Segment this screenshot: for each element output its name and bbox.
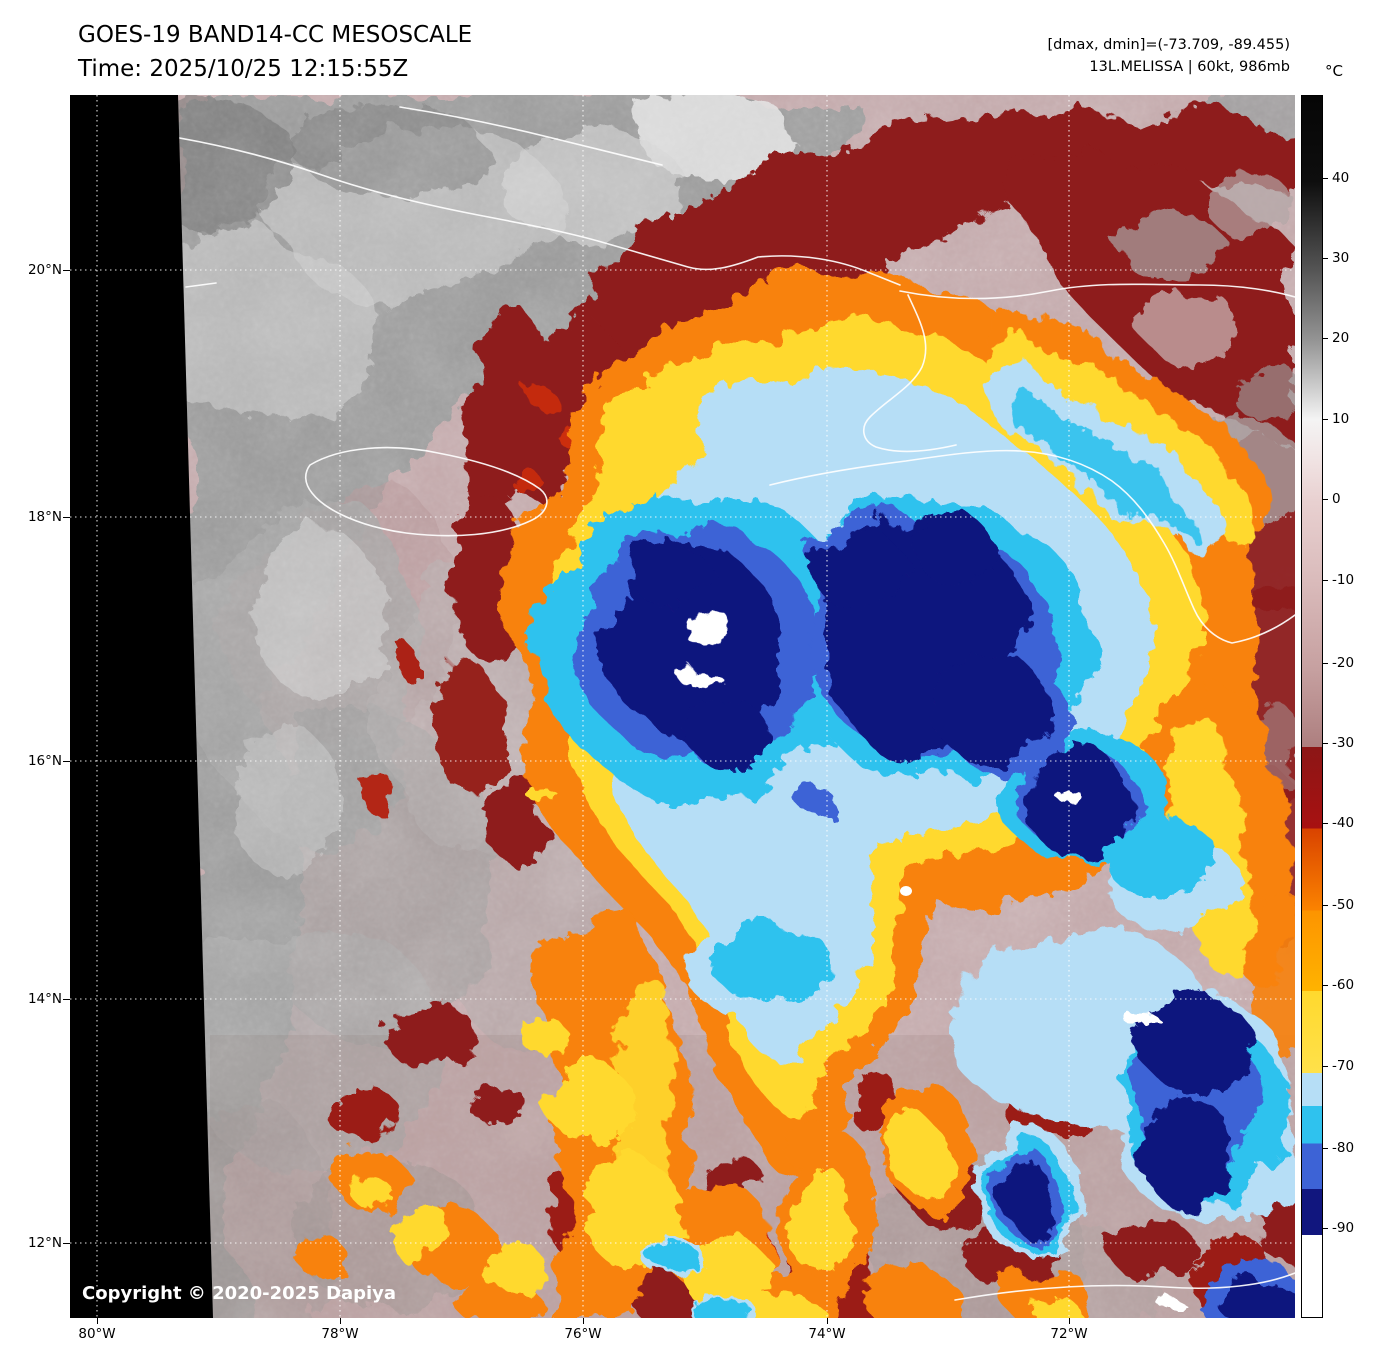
lat-tick-label: 20°N: [27, 262, 62, 278]
tick-mark: [1323, 338, 1328, 339]
tick-mark: [827, 1318, 828, 1324]
tick-mark: [1323, 419, 1328, 420]
page-title: GOES-19 BAND14-CC MESOSCALE: [78, 22, 473, 48]
colorbar: [1301, 95, 1323, 1318]
tick-mark: [1323, 663, 1328, 664]
coldest-white-spots: [674, 615, 1181, 1307]
coastline-cuba-north: [399, 106, 663, 166]
tick-mark: [1323, 1228, 1328, 1229]
colorbar-tick-label: -60: [1332, 977, 1355, 993]
colorbar-tick-label: -90: [1332, 1220, 1355, 1236]
tick-mark: [1323, 178, 1328, 179]
tick-mark: [1323, 1148, 1328, 1149]
tick-mark: [63, 270, 70, 271]
coastline-jamaica: [304, 446, 548, 537]
timestamp: Time: 2025/10/25 12:15:55Z: [78, 56, 409, 82]
coastline-gonave: [863, 294, 957, 453]
tick-mark: [63, 999, 70, 1000]
tick-mark: [63, 761, 70, 762]
coastline-hispaniola-south: [769, 449, 1295, 644]
lon-tick-label: 74°W: [808, 1326, 846, 1342]
lon-tick-label: 78°W: [321, 1326, 359, 1342]
coastline-cays: [178, 282, 217, 306]
colorbar-tick-label: 0: [1332, 491, 1341, 507]
colorbar-tick-label: 20: [1332, 330, 1350, 346]
tick-mark: [63, 517, 70, 518]
colorbar-tick-label: -40: [1332, 815, 1355, 831]
tick-mark: [583, 1318, 584, 1324]
copyright-watermark: Copyright © 2020-2025 Dapiya: [82, 1283, 397, 1304]
colorbar-unit-label: °C: [1325, 62, 1343, 80]
tick-mark: [340, 1318, 341, 1324]
tick-mark: [1323, 985, 1328, 986]
colorbar-tick-label: 30: [1332, 250, 1350, 266]
lon-tick-label: 80°W: [78, 1326, 116, 1342]
colorbar-tick-label: -10: [1332, 572, 1355, 588]
tick-mark: [1323, 905, 1328, 906]
colorbar-tick-label: -30: [1332, 735, 1355, 751]
coastline-hispaniola-north: [899, 283, 1295, 300]
storm-annotation: 13L.MELISSA | 60kt, 986mb: [1089, 59, 1290, 75]
tick-mark: [1323, 258, 1328, 259]
tick-mark: [97, 1318, 98, 1324]
cloud-navy-overshoots: [609, 513, 1295, 1318]
lat-tick-label: 18°N: [27, 509, 62, 525]
satellite-image: [70, 95, 1295, 1318]
coastline-cuba-south: [178, 136, 901, 286]
colorbar-tick-label: 10: [1332, 411, 1350, 427]
colorbar-tick-label: -70: [1332, 1058, 1355, 1074]
lon-tick-label: 76°W: [564, 1326, 602, 1342]
tick-mark: [1323, 580, 1328, 581]
tick-mark: [1323, 1066, 1328, 1067]
coastlines: [178, 106, 1295, 1301]
tick-mark: [1323, 823, 1328, 824]
satellite-map: [70, 95, 1295, 1318]
colorbar-tick-label: -20: [1332, 655, 1355, 671]
graticule: [70, 95, 1295, 1318]
tick-mark: [1069, 1318, 1070, 1324]
lat-tick-label: 12°N: [27, 1235, 62, 1251]
tick-mark: [63, 1243, 70, 1244]
lat-tick-label: 14°N: [27, 991, 62, 1007]
colorbar-tick-label: 40: [1332, 170, 1350, 186]
colorbar-tick-label: -80: [1332, 1140, 1355, 1156]
coastline-south-america: [954, 1272, 1295, 1301]
tick-mark: [1323, 743, 1328, 744]
dmax-dmin-annotation: [dmax, dmin]=(-73.709, -89.455): [1047, 37, 1291, 53]
tick-mark: [1323, 499, 1328, 500]
lon-tick-label: 72°W: [1050, 1326, 1088, 1342]
colorbar-tick-label: -50: [1332, 897, 1355, 913]
lat-tick-label: 16°N: [27, 753, 62, 769]
